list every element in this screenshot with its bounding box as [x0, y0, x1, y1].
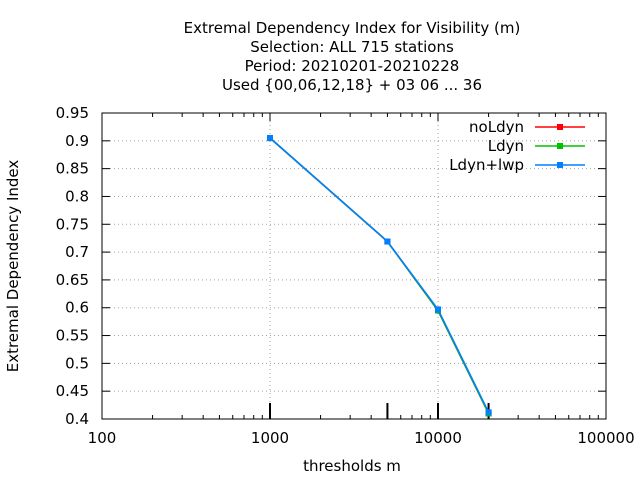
- legend-label: Ldyn+lwp: [449, 156, 524, 174]
- y-tick-label: 0.75: [56, 215, 89, 233]
- y-tick-label: 0.7: [65, 243, 89, 261]
- legend-swatch-point: [557, 143, 563, 149]
- threshold-markers: [269, 403, 490, 419]
- grid-lines: [102, 113, 606, 419]
- y-tick-labels: 0.4 0.45 0.5 0.55 0.6 0.65 0.7 0.75 0.8 0.85 0.9 0.…: [56, 104, 89, 428]
- y-tick-label: 0.4: [65, 410, 89, 428]
- series-layer: [267, 135, 492, 417]
- x-tick-labels: 100 1000 10000 100000: [88, 429, 635, 447]
- y-tick-label: 0.85: [56, 160, 89, 178]
- x-tick-label: 10000: [414, 429, 462, 447]
- y-tick-label: 0.55: [56, 327, 89, 345]
- y-tick-label: 0.9: [65, 132, 89, 150]
- y-tick-label: 0.65: [56, 271, 89, 289]
- legend-swatch-point: [557, 162, 563, 168]
- series-line-noldyn: [269, 137, 490, 414]
- y-tick-label: 0.95: [56, 104, 89, 122]
- y-tick-label: 0.45: [56, 382, 89, 400]
- y-tick-label: 0.6: [65, 299, 89, 317]
- axis-ticks: [101, 112, 607, 420]
- plot-border: [101, 112, 607, 420]
- data-point: [485, 409, 492, 416]
- y-axis-label: Extremal Dependency Index: [4, 160, 22, 373]
- y-tick-label: 0.8: [65, 187, 89, 205]
- chart-title-line-2: Selection: ALL 715 stations: [250, 38, 454, 56]
- x-tick-label: 100000: [577, 429, 634, 447]
- chart-title: Extremal Dependency Index for Visibility…: [184, 19, 521, 94]
- legend-swatch-point: [557, 124, 563, 130]
- series-line-ldyn-lwp: [269, 137, 490, 413]
- chart-title-line-4: Used {00,06,12,18} + 03 06 ... 36: [222, 76, 482, 94]
- legend-label: noLdyn: [469, 118, 524, 136]
- legend-label: Ldyn: [488, 137, 524, 155]
- y-tick-label: 0.5: [65, 354, 89, 372]
- x-axis-label: thresholds m: [303, 457, 401, 475]
- data-point: [384, 238, 391, 245]
- x-tick-label: 1000: [251, 429, 289, 447]
- chart-title-line-1: Extremal Dependency Index for Visibility…: [184, 19, 521, 37]
- data-point: [267, 135, 273, 142]
- chart-title-line-3: Period: 20210201-20210228: [245, 57, 460, 75]
- series-line-ldyn: [269, 137, 490, 414]
- x-tick-label: 100: [88, 429, 117, 447]
- data-point: [435, 306, 441, 313]
